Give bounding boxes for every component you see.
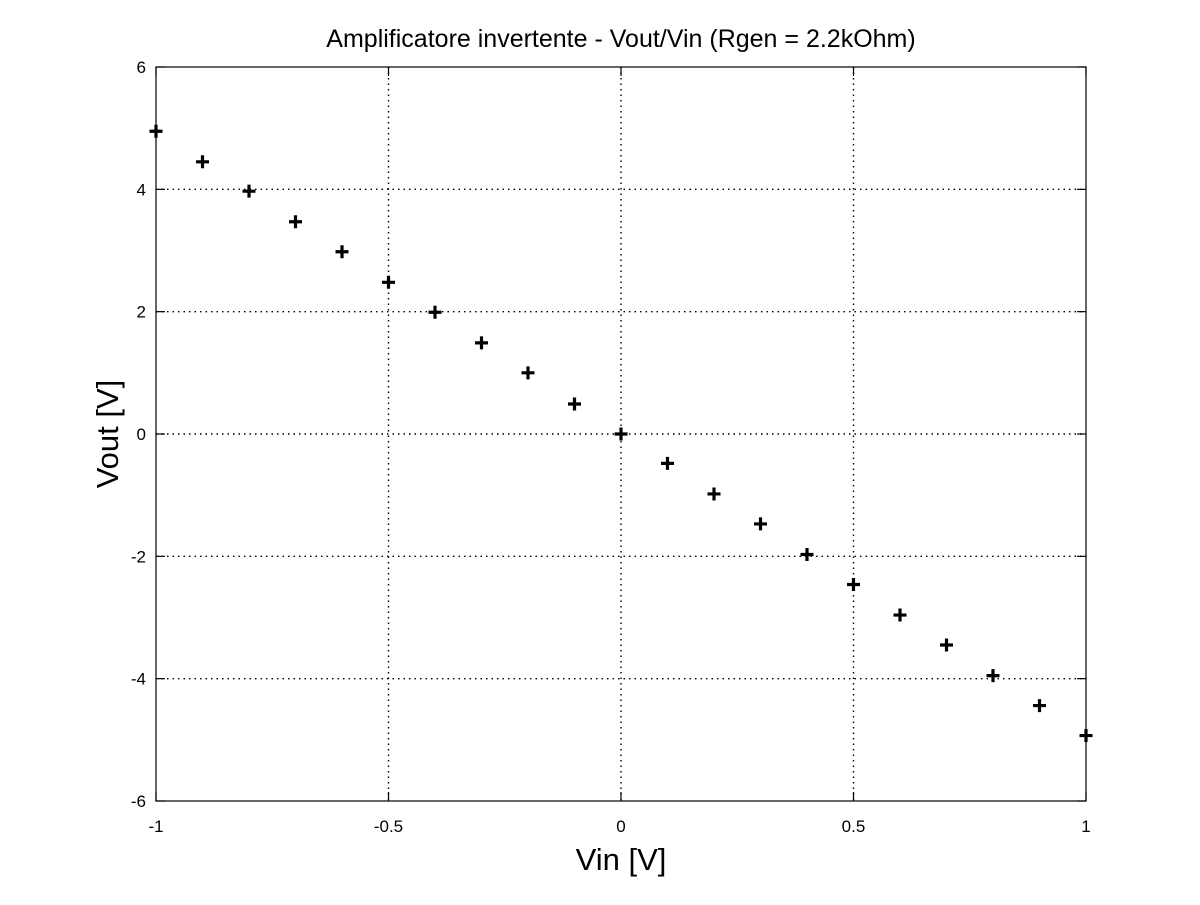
- y-tick-label: -2: [131, 547, 146, 566]
- data-point: [568, 397, 581, 411]
- data-point: [847, 577, 860, 591]
- data-points: [149, 124, 1093, 743]
- x-tick-label: 0.5: [842, 817, 866, 836]
- data-point: [335, 245, 349, 259]
- chart-title: Amplificatore invertente - Vout/Vin (Rge…: [326, 25, 915, 53]
- data-point: [475, 336, 488, 350]
- x-axis-title: Vin [V]: [576, 842, 667, 877]
- y-tick-label: 0: [137, 425, 146, 444]
- data-point: [289, 215, 302, 229]
- data-point: [1033, 699, 1046, 713]
- data-point: [521, 366, 535, 380]
- tick-marks: [155, 66, 1087, 802]
- data-point: [196, 155, 209, 169]
- data-point: [242, 184, 256, 198]
- x-tick-label: 0: [616, 817, 625, 836]
- data-point: [893, 608, 907, 622]
- y-tick-label: 2: [137, 303, 146, 322]
- grid-lines: [156, 67, 1086, 801]
- y-tick-label: 6: [137, 58, 146, 77]
- data-point: [707, 487, 721, 501]
- x-tick-label: -0.5: [374, 817, 403, 836]
- x-tick-label: -1: [148, 817, 163, 836]
- y-tick-label: 4: [137, 180, 146, 199]
- y-tick-label: -4: [131, 670, 146, 689]
- data-point: [754, 517, 767, 531]
- data-point: [614, 427, 628, 441]
- data-point: [661, 456, 674, 470]
- data-point: [1079, 729, 1093, 743]
- y-tick-label: -6: [131, 792, 146, 811]
- data-point: [428, 305, 442, 319]
- data-point: [986, 669, 1000, 683]
- data-point: [149, 124, 163, 138]
- y-axis-title: Vout [V]: [90, 380, 125, 489]
- data-point: [940, 638, 953, 652]
- data-point: [800, 547, 814, 561]
- tick-labels: -1 -0.5 0 0.5 1 -6 -4 -2 0 2 4 6: [131, 58, 1091, 836]
- x-tick-label: 1: [1081, 817, 1090, 836]
- data-point: [382, 275, 395, 289]
